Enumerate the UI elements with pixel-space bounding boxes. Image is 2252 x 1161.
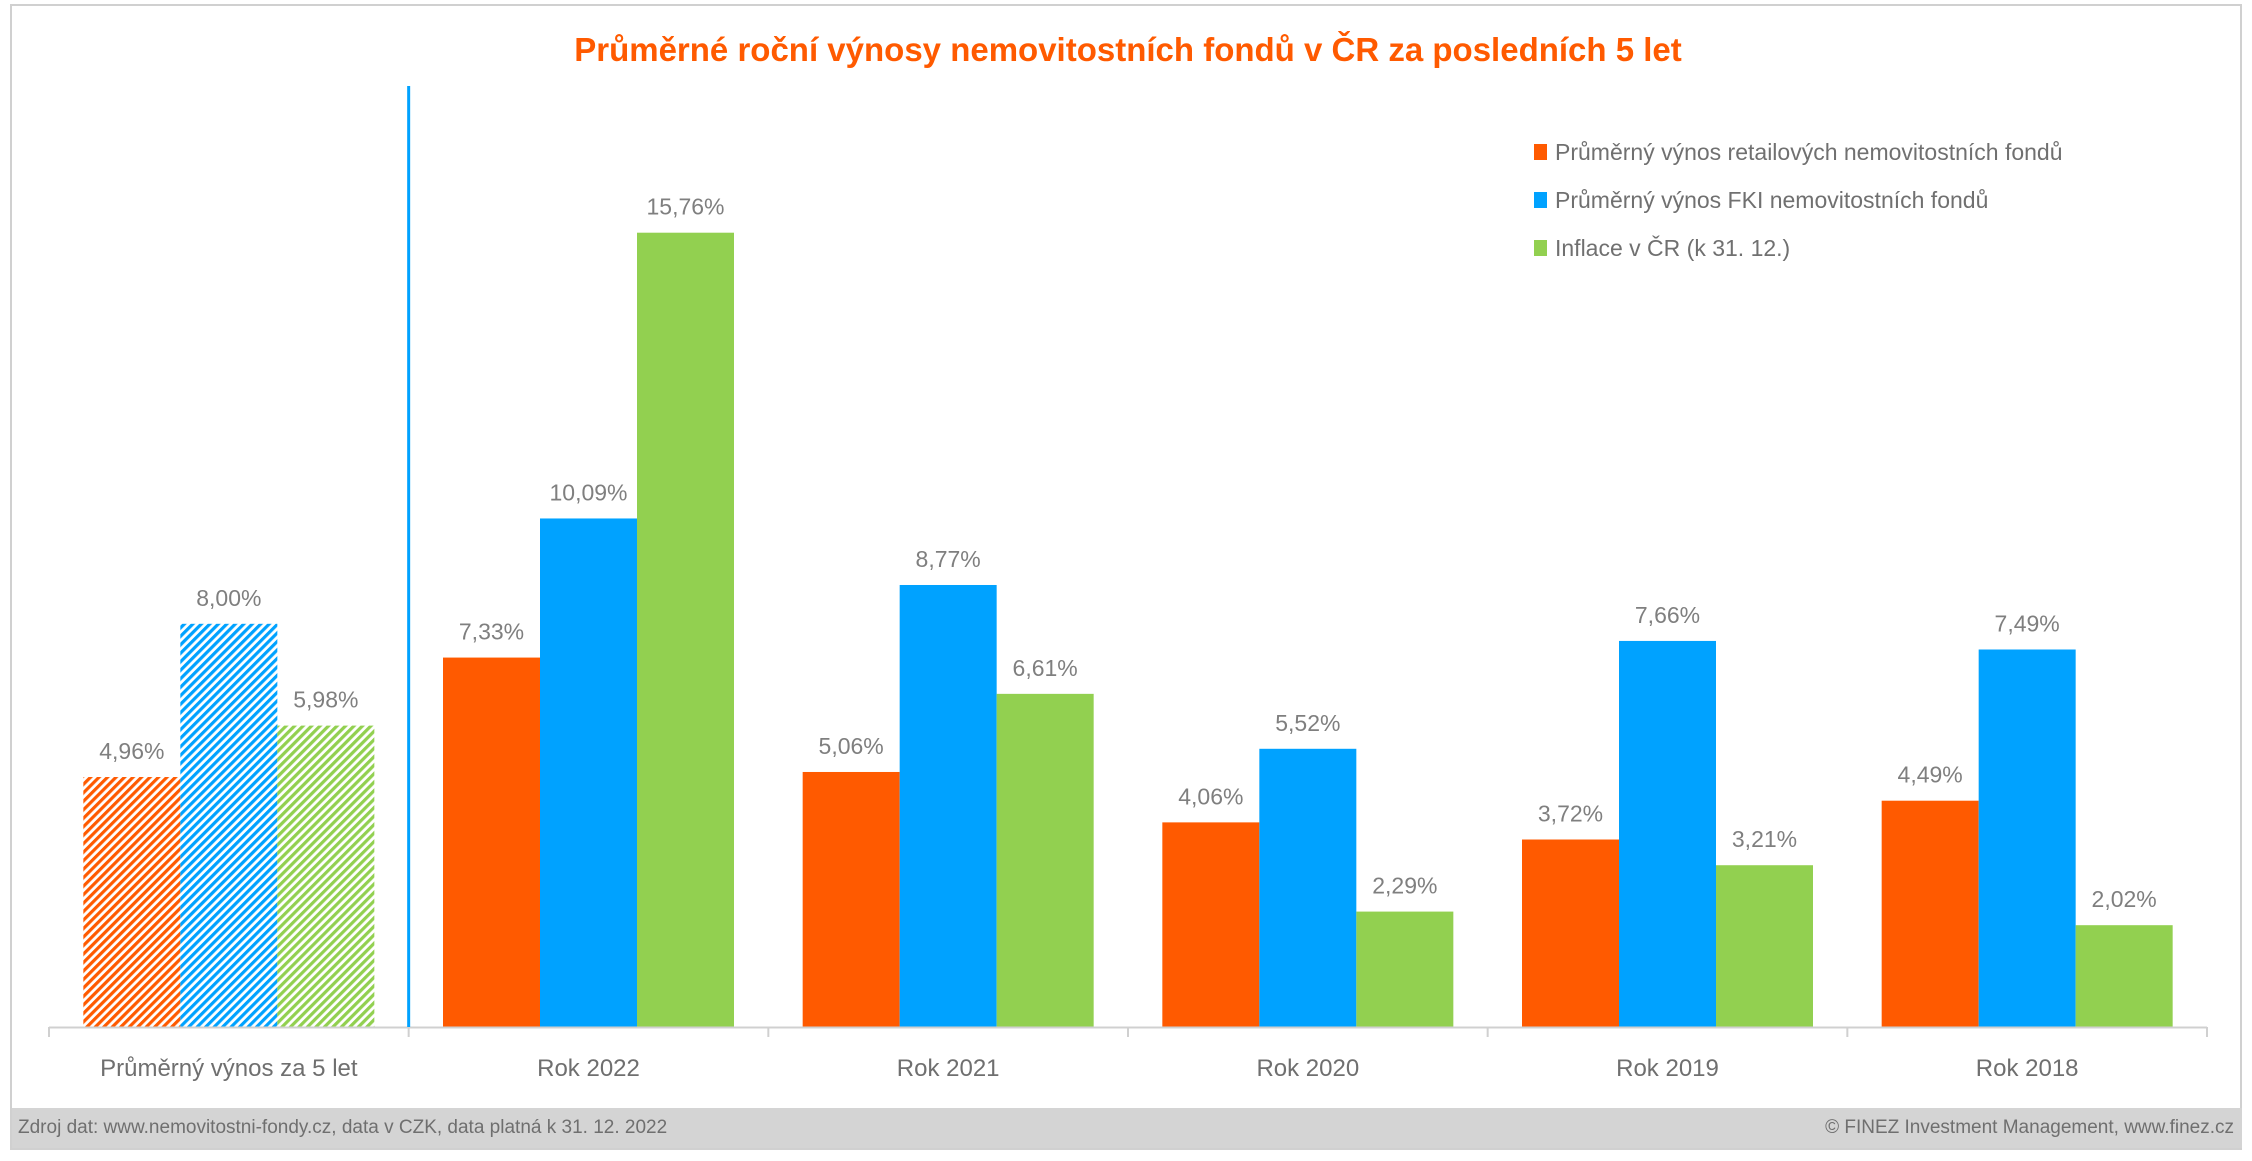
bar-2-2	[899, 584, 997, 1027]
bar-1-5	[1881, 800, 1979, 1027]
legend-label: Průměrný výnos retailových nemovitostníc…	[1555, 139, 2063, 165]
bar-2-0	[180, 623, 278, 1027]
data-label: 3,21%	[1732, 826, 1797, 852]
data-label: 4,49%	[1898, 762, 1963, 788]
data-label: 10,09%	[549, 479, 627, 505]
bar-3-3	[1356, 911, 1454, 1027]
data-label: 5,06%	[819, 733, 884, 759]
data-label: 6,61%	[1013, 655, 1078, 681]
chart-title: Průměrné roční výnosy nemovitostních fon…	[574, 30, 1682, 68]
data-label: 5,98%	[293, 687, 358, 713]
footer-bar: Zdroj dat: www.nemovitostni-fondy.cz, da…	[12, 1108, 2242, 1148]
source-note: Zdroj dat: www.nemovitostni-fondy.cz, da…	[18, 1117, 668, 1138]
bar-2-5	[1978, 649, 2076, 1027]
chart-frame	[10, 4, 2242, 1150]
bar-1-4	[1522, 839, 1619, 1027]
data-label: 5,52%	[1275, 710, 1340, 736]
legend-label: Průměrný výnos FKI nemovitostních fondů	[1555, 187, 1988, 213]
bar-3-0	[277, 725, 375, 1027]
bar-1-2	[802, 771, 900, 1027]
legend-swatch	[1534, 192, 1547, 208]
category-label: Rok 2018	[1976, 1055, 2079, 1082]
bar-3-5	[2075, 925, 2173, 1027]
data-label: 7,66%	[1635, 602, 1700, 628]
data-label: 2,02%	[2092, 886, 2157, 912]
category-label: Průměrný výnos za 5 let	[100, 1055, 358, 1082]
data-label: 4,96%	[99, 738, 164, 764]
bar-2-1	[540, 518, 637, 1027]
bar-2-3	[1259, 748, 1357, 1027]
data-label: 15,76%	[646, 194, 724, 220]
data-label: 8,77%	[916, 546, 981, 572]
bar-3-1	[637, 232, 734, 1028]
bar-2-4	[1619, 640, 1716, 1027]
bar-1-0	[83, 777, 181, 1027]
data-label: 2,29%	[1372, 873, 1437, 899]
data-label: 4,06%	[1178, 783, 1243, 809]
category-label: Rok 2022	[537, 1055, 640, 1082]
category-label: Rok 2020	[1256, 1055, 1359, 1082]
legend-swatch	[1534, 240, 1547, 256]
bar-1-1	[443, 657, 540, 1027]
data-label: 8,00%	[196, 585, 261, 611]
bar-3-2	[996, 693, 1094, 1027]
legend-label: Inflace v ČR (k 31. 12.)	[1555, 234, 1790, 261]
legend-swatch	[1534, 144, 1547, 160]
copyright-note: © FINEZ Investment Management, www.finez…	[1825, 1117, 2234, 1138]
data-label: 7,33%	[459, 619, 524, 645]
category-label: Rok 2019	[1616, 1055, 1719, 1082]
data-label: 7,49%	[1995, 611, 2060, 637]
bar-1-3	[1162, 822, 1260, 1027]
bar-3-4	[1716, 865, 1813, 1027]
data-label: 3,72%	[1538, 801, 1603, 827]
category-label: Rok 2021	[897, 1055, 1000, 1082]
